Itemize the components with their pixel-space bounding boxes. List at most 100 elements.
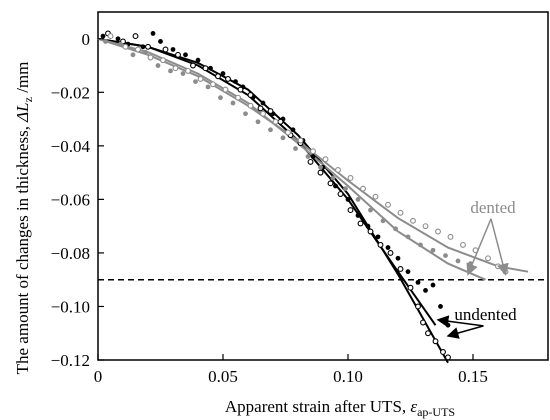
dented-open-point <box>297 137 304 144</box>
undented-open-point <box>215 73 221 80</box>
undented-open-point <box>277 118 284 125</box>
dented-open-point <box>372 193 379 200</box>
dented-open-point <box>210 81 216 88</box>
dented-open-point <box>260 110 266 117</box>
dented-filled-point <box>418 242 423 248</box>
undented-filled-point <box>220 71 226 76</box>
dented-filled-point <box>430 247 436 253</box>
undented-filled-point <box>405 269 411 275</box>
undented-open-point <box>387 249 394 256</box>
plot-frame <box>97 11 549 361</box>
dented-filled-point <box>268 127 273 133</box>
undented-open-point <box>307 158 314 165</box>
undented-filled-point <box>208 65 213 71</box>
undented-filled-point <box>423 288 428 293</box>
dented-open-point <box>135 46 141 53</box>
undented-open-point <box>175 51 181 58</box>
undented-open-point <box>190 62 196 69</box>
dented-filled-point <box>243 111 248 117</box>
undented-open-point <box>377 241 384 248</box>
dented-open-point <box>335 166 341 173</box>
undented-filled-point <box>445 322 451 328</box>
undented-filled-point <box>438 304 443 309</box>
undented-filled-point <box>195 57 201 63</box>
undented-open-point <box>162 46 169 53</box>
undented-filled-point <box>355 213 361 218</box>
undented-open-point <box>415 303 421 310</box>
dented-filled-point <box>155 63 161 68</box>
annotation-arrow <box>466 218 492 276</box>
undented-open-point <box>267 108 274 114</box>
undented-filled-point <box>170 47 176 52</box>
dented-open-point <box>385 201 391 208</box>
dented-filled-point <box>305 154 311 159</box>
undented-open-point <box>445 354 451 361</box>
dented-open-point <box>160 57 166 64</box>
dented-open-point <box>222 86 229 93</box>
dented-open-point <box>147 54 154 61</box>
dented-open-point <box>197 75 204 82</box>
dented-filled-point <box>255 119 261 125</box>
plot-area <box>97 11 549 361</box>
undented-open-point <box>407 284 414 291</box>
y-tick-label: −0.04 <box>51 137 91 156</box>
dented-filled-point <box>103 39 108 44</box>
dented-open-point <box>310 148 316 155</box>
dented-filled-point <box>230 100 236 106</box>
undented-open-point <box>420 319 426 326</box>
undented-filled-point <box>290 127 296 133</box>
undented-filled-point <box>345 196 351 202</box>
annotation-label: undented <box>454 305 517 324</box>
dented-open-point <box>122 43 129 50</box>
dented-open-point <box>107 33 114 40</box>
undented-filled-point <box>150 31 156 36</box>
dented-filled-point <box>293 146 298 151</box>
undented-open-point <box>247 92 254 98</box>
annotation-arrow <box>436 315 484 328</box>
dented-fit-line <box>97 37 486 281</box>
dented-open-point <box>285 129 291 136</box>
dented-filled-point <box>455 258 461 264</box>
undented-open-point <box>367 228 374 235</box>
undented-filled-point <box>395 255 401 261</box>
undented-open-point <box>225 75 231 82</box>
y-tick-label: −0.10 <box>51 297 90 316</box>
undented-open-point <box>432 338 439 345</box>
dented-filled-point <box>180 71 186 76</box>
annotation-arrow <box>490 218 509 276</box>
undented-fit-line <box>97 37 449 364</box>
undented-filled-point <box>233 79 238 84</box>
dented-open-point <box>397 209 404 216</box>
undented-filled-point <box>365 223 371 229</box>
y-tick-label: −0.12 <box>51 351 90 370</box>
dented-filled-point <box>368 207 373 213</box>
undented-open-point <box>425 330 431 337</box>
dented-open-point <box>460 241 466 248</box>
undented-open-point <box>337 191 344 197</box>
dented-open-point <box>347 175 354 181</box>
undented-filled-point <box>415 279 421 285</box>
annotations: dented undented <box>436 198 517 339</box>
dented-filled-point <box>130 52 136 58</box>
dented-open-point <box>235 94 241 101</box>
undented-filled-point <box>183 52 188 58</box>
axes: 0 0.05 0.10 0.15 0 −0.02 −0.04 −0.06 −0.08 −0.10 −… <box>51 30 488 386</box>
undented-open-point <box>202 65 209 72</box>
undented-open-point <box>327 180 334 187</box>
undented-filled-point <box>115 36 121 42</box>
dented-open-point <box>322 156 329 163</box>
dented-open-point <box>172 65 179 72</box>
dented-filled-point <box>143 49 148 55</box>
undented-fit-line <box>97 37 437 326</box>
x-axis-label: Apparent strain after UTS, εap-UTS <box>225 397 455 419</box>
undented-open-point <box>347 207 354 214</box>
undented-filled-point <box>375 234 381 240</box>
undented-filled-point <box>333 183 338 189</box>
undented-filled-point <box>385 245 391 250</box>
dented-filled-point <box>343 186 348 192</box>
dented-open-point <box>495 263 501 270</box>
undented-filled-point <box>260 100 266 106</box>
undented-filled-point <box>140 44 146 50</box>
y-axis-label: The amount of changes in thickness, ΔLz … <box>13 62 35 375</box>
undented-filled-point <box>310 154 316 159</box>
